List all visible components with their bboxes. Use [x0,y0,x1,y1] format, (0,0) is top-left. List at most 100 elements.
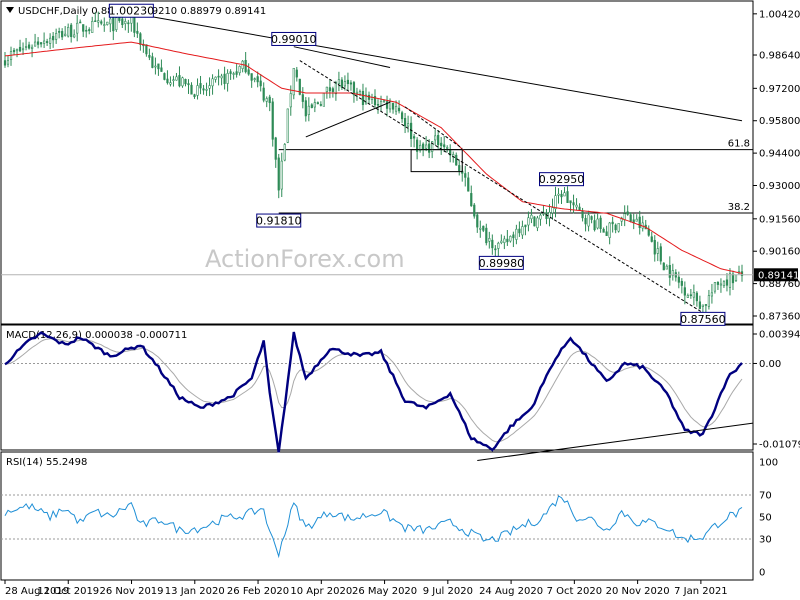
candle-body [18,46,22,52]
candle-body [608,222,611,238]
candle-body [473,204,476,217]
candle-body [482,225,485,231]
candle-body [590,216,593,220]
candle-body [626,211,629,215]
candle-body [530,214,533,220]
candle-body [692,291,695,298]
price-tick-label: 0.94400 [759,149,800,160]
candle-body [707,295,711,307]
date-tick-label: 9 Jul 2020 [423,586,473,597]
candle-body [184,79,187,85]
rsi-tick-label: 70 [759,491,772,502]
candle-body [97,20,100,23]
candle-body [695,292,698,302]
candle-body [265,98,268,102]
candle-body [193,94,196,98]
candle-body [581,210,584,219]
candle-body [488,238,491,242]
candle-body [476,214,479,228]
candle-body [277,157,280,191]
candle-body [226,73,229,84]
candle-body [316,102,319,105]
macd-axis: 0.003949 0.00 -0.010793 [1,330,800,451]
dropdown-triangle-icon[interactable] [6,7,14,13]
candle-body [271,101,274,140]
current-price-label: 0.89141 [758,270,799,281]
candle-body [109,18,112,25]
price-tick-label: 0.87360 [759,312,800,323]
candle-body [181,77,184,87]
price-annotation-box [108,3,154,18]
candle-body [307,105,310,115]
candle-body [485,227,488,244]
candle-body [719,283,723,286]
date-tick-label: 26 May 2020 [352,586,417,597]
candle-body [704,304,708,306]
rsi-tick-label: 50 [759,513,772,524]
price-annotation-label: 0.91810 [256,215,302,228]
candle-body [722,281,726,287]
candle-body [659,246,662,262]
candle-body [292,67,295,96]
candle-body [560,193,563,198]
candle-body [437,134,440,146]
candle-body [352,82,356,96]
candle-body [698,301,701,309]
candle-body [446,147,449,149]
price-annotation-label: 0.89980 [479,257,525,270]
candle-body [208,85,211,89]
candle-body [238,66,241,74]
candle-body [662,262,665,271]
price-tick-label: 0.91560 [759,214,800,225]
date-tick-label: 24 Aug 2020 [479,586,543,597]
macd-tick-label: 0.00 [759,359,781,370]
price-channel-box [410,149,463,173]
candle-body [536,217,539,229]
candle-body [169,82,172,85]
rsi-panel [0,451,754,581]
candle-body [175,76,178,81]
candle-body [515,228,518,240]
candle-body [665,265,668,270]
price-annotation-box [271,31,317,46]
candle-body [569,200,572,204]
candle-body [67,27,70,37]
candle-body [554,195,557,210]
candle-body [73,34,76,38]
candle-body [12,49,16,53]
candle-body [593,220,596,231]
candle-body [217,75,220,78]
candle-body [551,207,554,214]
candle-body [148,55,151,58]
candle-body [211,78,214,87]
candle-body [24,46,28,48]
candle-body [55,33,58,40]
candle-body [295,69,298,78]
candle-body [434,135,437,141]
candle-body [319,104,322,106]
candle-body [548,211,551,219]
macd-panel [0,324,754,451]
candle-body [328,87,331,92]
candle-body [121,18,124,26]
candle-body [187,83,190,86]
candle-body [229,71,232,74]
candle-body [394,105,398,112]
macd-line [4,331,743,453]
candle-body [668,264,671,278]
candle-body [683,287,686,296]
price-tick-label: 0.95800 [759,116,800,127]
date-tick-label: 7 Oct 2020 [547,586,602,597]
candle-body [21,48,25,51]
candle-body [298,78,301,95]
candle-body [635,218,638,222]
candle-body [479,227,482,230]
candle-body [79,21,82,24]
candle-body [235,71,238,75]
candle-body [497,242,500,249]
candle-body [602,228,605,233]
candle-body [539,214,542,220]
candle-body [343,81,347,87]
candle-body [325,86,328,92]
